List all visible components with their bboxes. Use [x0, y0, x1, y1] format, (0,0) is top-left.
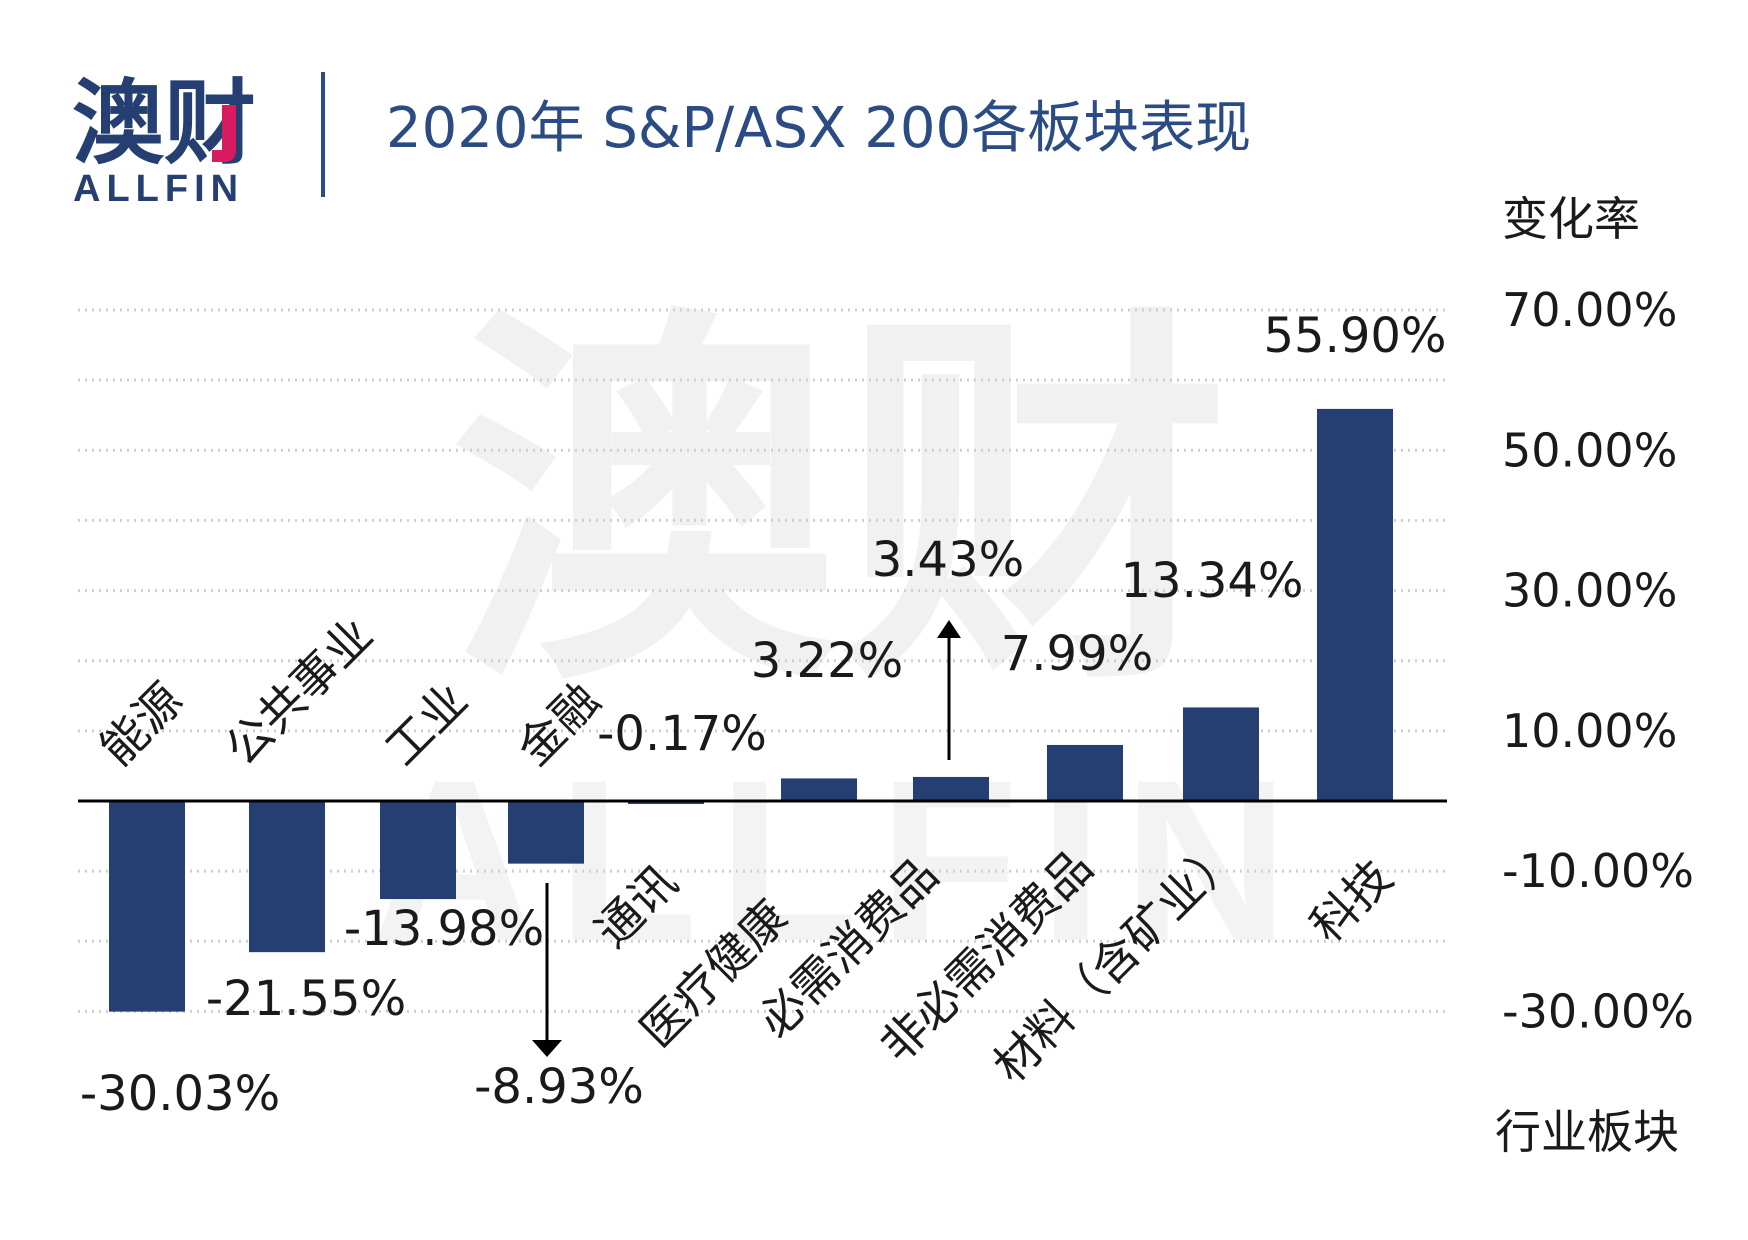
value-label: -0.17%: [597, 706, 767, 762]
down-arrow-icon: [532, 1040, 562, 1057]
bar-3: [380, 801, 456, 900]
value-label: -21.55%: [206, 971, 406, 1027]
bar-7: [913, 776, 989, 801]
y-tick-label: 50.00%: [1502, 423, 1677, 477]
value-label: -13.98%: [344, 901, 544, 957]
up-arrow-icon: [937, 620, 961, 638]
bars: [109, 408, 1393, 1012]
bar-9: [1183, 707, 1259, 801]
y-tick-labels: 70.00% 50.00% 30.00% 10.00% -10.00% -30.00%: [1502, 283, 1694, 1038]
y-tick-label: 10.00%: [1502, 704, 1677, 758]
value-label: -30.03%: [80, 1066, 280, 1122]
brand-logo-en: ALLFIN: [73, 168, 244, 210]
watermark: 澳财 ALLFIN: [371, 278, 1289, 989]
value-label: -8.93%: [474, 1059, 644, 1115]
category-label: 能源: [90, 673, 193, 776]
value-label: 3.43%: [872, 532, 1024, 588]
brand-logo: 澳财 ALLFIN: [72, 70, 256, 210]
value-label: 13.34%: [1120, 553, 1303, 609]
bar-8: [1047, 744, 1123, 801]
value-labels: -30.03% -21.55% -13.98% -8.93% -0.17% 3.22% 3.…: [80, 308, 1447, 1122]
y-tick-label: 30.00%: [1502, 564, 1677, 618]
value-label: 55.90%: [1263, 308, 1446, 364]
value-label: 7.99%: [1001, 626, 1153, 682]
y-tick-label: -30.00%: [1502, 984, 1694, 1038]
category-label: 科技: [1300, 850, 1403, 953]
annotation-arrows: [532, 620, 961, 1057]
bar-6: [781, 778, 857, 801]
y-tick-label: 70.00%: [1502, 283, 1677, 337]
brand-logo-accent-icon: [212, 105, 236, 162]
bar-4: [508, 801, 584, 864]
bar-10: [1317, 408, 1393, 801]
bar-1: [109, 801, 185, 1012]
x-axis-label: 行业板块: [1495, 1105, 1679, 1159]
value-label: 3.22%: [751, 633, 903, 689]
category-label: 公共事业: [215, 607, 383, 775]
watermark-cn: 澳财: [450, 278, 1230, 732]
y-axis-label: 变化率: [1502, 192, 1640, 246]
bar-2: [249, 801, 325, 953]
y-tick-label: -10.00%: [1502, 844, 1694, 898]
chart-title: 2020年 S&P/ASX 200各板块表现: [386, 96, 1251, 161]
